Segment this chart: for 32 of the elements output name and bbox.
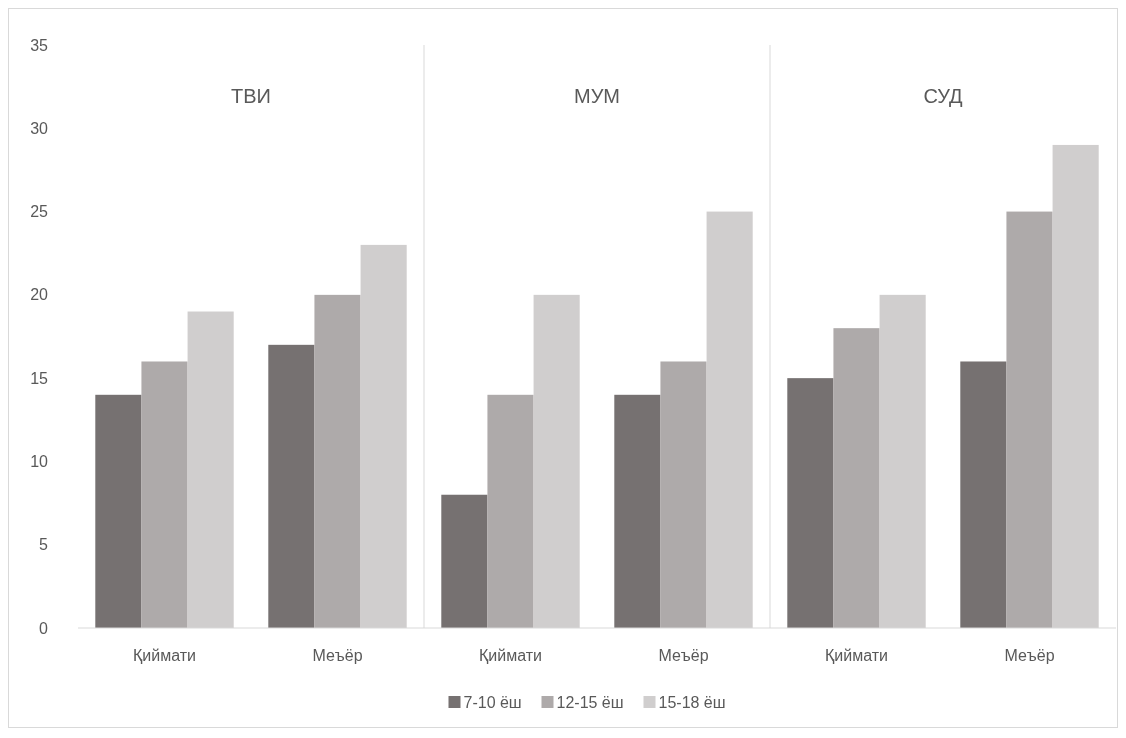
- x-tick-label: Меъёр: [1004, 647, 1055, 664]
- bar: [787, 378, 834, 628]
- x-tick-label: Қиймати: [824, 647, 889, 664]
- text: СУД: [923, 85, 964, 108]
- bar: [833, 328, 880, 628]
- y-tick-label: 25: [30, 203, 49, 221]
- bar: [314, 294, 361, 628]
- bar: [960, 361, 1007, 628]
- y-tick-label: 15: [30, 369, 49, 387]
- y-tick-label: 5: [39, 536, 49, 554]
- bar: [268, 344, 315, 628]
- legend-label: 15-18 ёш: [658, 694, 726, 711]
- text: ТВИ: [231, 85, 271, 108]
- y-tick-label: 30: [30, 119, 49, 137]
- legend-label: 7-10 ёш: [463, 694, 522, 711]
- bar: [1006, 211, 1053, 628]
- bar: [95, 394, 142, 628]
- bar: [614, 394, 661, 628]
- y-tick-label: 20: [30, 286, 49, 304]
- x-tick-label: Қиймати: [478, 647, 543, 664]
- bar: [441, 494, 488, 628]
- y-tick-label: 35: [30, 36, 49, 54]
- legend-label: 12-15 ёш: [556, 694, 624, 711]
- bar: [141, 361, 188, 628]
- x-tick-label: Меъёр: [658, 647, 709, 664]
- text: МУМ: [573, 85, 621, 108]
- bar: [487, 394, 534, 628]
- y-tick-label: 0: [39, 619, 49, 637]
- x-tick-label: Меъёр: [312, 647, 363, 664]
- y-tick-label: 10: [30, 453, 49, 471]
- bar: [660, 361, 707, 628]
- x-tick-label: Қиймати: [132, 647, 197, 664]
